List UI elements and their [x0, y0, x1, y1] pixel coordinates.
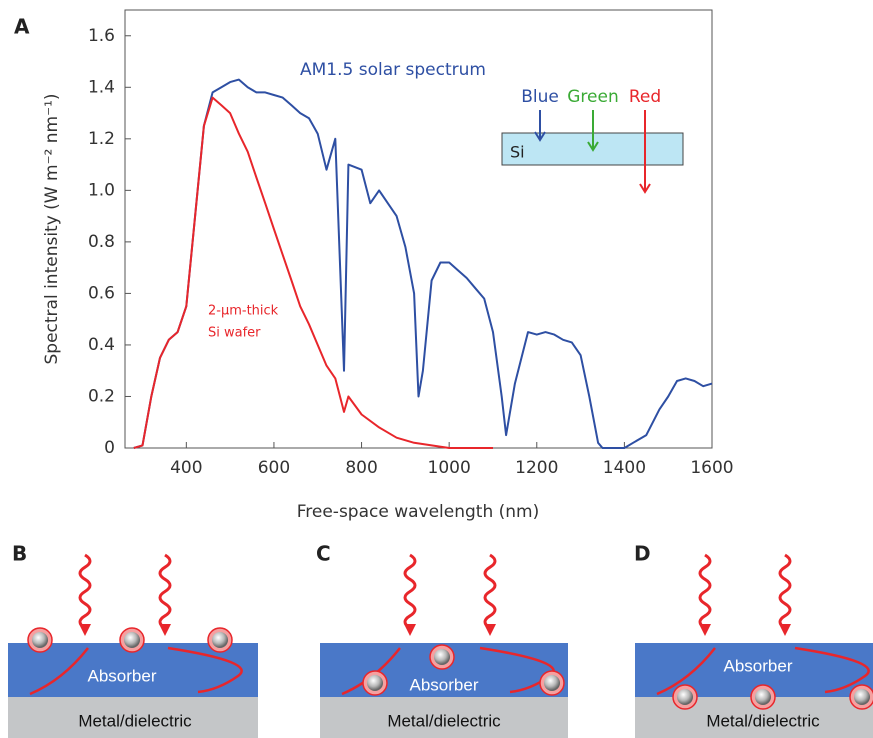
y-tick-label: 0.4 — [88, 335, 115, 355]
series-line — [133, 78, 713, 449]
y-tick-label: 1.4 — [88, 77, 115, 97]
nanoparticle — [677, 689, 693, 705]
arrowhead — [79, 624, 91, 636]
arrowhead — [159, 624, 171, 636]
nanoparticle — [212, 632, 228, 648]
substrate-label: Metal/dielectric — [387, 711, 501, 730]
nanoparticle — [755, 689, 771, 705]
y-tick-label: 0.2 — [88, 386, 115, 406]
nanoparticle — [434, 649, 450, 665]
panel-label: C — [316, 542, 331, 566]
series-line — [133, 96, 493, 449]
nanoparticle — [544, 675, 560, 691]
guided-mode — [794, 646, 870, 694]
arrowhead — [779, 624, 791, 636]
x-tick-label: 800 — [345, 458, 377, 478]
y-tick-label: 0.6 — [88, 283, 115, 303]
incident-light — [483, 553, 497, 630]
x-tick-label: 1200 — [515, 458, 558, 478]
incident-light — [698, 553, 712, 630]
plot-frame — [124, 9, 713, 449]
y-tick-label: 1.0 — [88, 180, 115, 200]
inset-material: Si — [510, 143, 525, 162]
substrate-layer — [8, 697, 258, 738]
substrate-label: Metal/dielectric — [706, 711, 820, 730]
x-tick-label: 1400 — [603, 458, 646, 478]
substrate-label: Metal/dielectric — [78, 711, 192, 730]
arrowhead — [484, 624, 496, 636]
absorber-label: Absorber — [724, 656, 793, 675]
nanoparticle — [854, 689, 870, 705]
nanoparticle — [124, 632, 140, 648]
panel-label: D — [634, 542, 651, 566]
y-tick-label: 1.2 — [88, 129, 115, 149]
inset-label: Blue — [521, 87, 559, 107]
nanoparticle — [367, 675, 383, 691]
y-tick-label: 1.6 — [88, 26, 115, 46]
panel-label: A — [14, 15, 30, 39]
inset-arrowhead — [587, 141, 599, 152]
x-tick-label: 1600 — [690, 458, 733, 478]
y-axis-label: Spectral intensity (W m⁻² nm⁻¹) — [42, 93, 62, 364]
nanoparticle — [32, 632, 48, 648]
inset-label: Green — [567, 87, 618, 107]
x-axis-label: Free-space wavelength (nm) — [297, 502, 540, 522]
incident-light — [78, 553, 92, 630]
absorber-label: Absorber — [410, 675, 479, 694]
guided-mode — [656, 647, 716, 696]
arrowhead — [404, 624, 416, 636]
y-tick-label: 0.8 — [88, 232, 115, 252]
arrowhead — [699, 624, 711, 636]
inset-arrowhead — [639, 183, 651, 194]
incident-light — [158, 553, 172, 630]
incident-light — [778, 553, 792, 630]
panel-label: B — [12, 542, 27, 566]
incident-light — [403, 553, 417, 630]
absorber-label: Absorber — [88, 666, 157, 685]
x-tick-label: 400 — [170, 458, 202, 478]
annotation: 2-μm-thick — [208, 304, 279, 319]
x-tick-label: 600 — [258, 458, 290, 478]
annotation: AM1.5 solar spectrum — [300, 60, 486, 80]
substrate-layer — [320, 697, 568, 738]
guided-mode — [29, 647, 89, 696]
inset-label: Red — [629, 87, 661, 107]
annotation: Si wafer — [208, 326, 261, 341]
x-tick-label: 1000 — [428, 458, 471, 478]
inset-arrowhead — [534, 131, 546, 142]
guided-mode — [167, 646, 243, 694]
y-tick-label: 0 — [104, 438, 115, 458]
